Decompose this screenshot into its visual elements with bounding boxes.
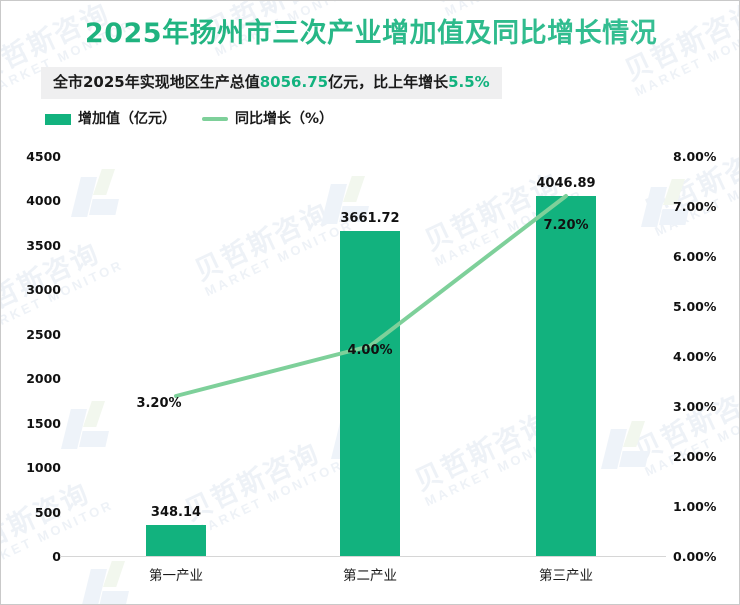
subtitle-growth-value: 5.5% [448,73,490,91]
bar-first-industry[interactable] [146,525,206,556]
chart-subtitle-container: 全市2025年实现地区生产总值8056.75亿元，比上年增长5.5% [41,67,502,99]
subtitle-prefix: 全市2025年实现地区生产总值 [53,73,260,91]
subtitle-middle: 亿元，比上年增长 [328,73,449,91]
legend-line-swatch-icon [202,117,228,121]
y-left-tick: 3000 [26,282,61,297]
y-right-tick: 6.00% [673,249,717,264]
y-left-tick: 4500 [26,149,61,164]
legend-bar-label: 增加值（亿元） [78,111,176,127]
y-left-tick: 0 [52,549,61,564]
y-right-tick: 1.00% [673,499,717,514]
line-value-label: 7.20% [543,218,589,233]
legend-line-label: 同比增长（%） [235,111,334,127]
y-left-tick: 2000 [26,371,61,386]
x-axis-category-label: 第二产业 [343,568,397,584]
bar-second-industry[interactable] [340,231,400,556]
legend-item-line[interactable]: 同比增长（%） [202,111,333,127]
chart-legend: 增加值（亿元） 同比增长（%） [45,111,333,127]
bar-value-label: 4046.89 [536,176,596,191]
y-left-tick: 500 [34,505,61,520]
y-left-tick: 1000 [26,460,61,475]
legend-item-bar[interactable]: 增加值（亿元） [45,111,176,127]
y-left-tick: 4000 [26,193,61,208]
y-left-tick: 2500 [26,327,61,342]
y-right-tick: 8.00% [673,149,717,164]
y-right-tick: 3.00% [673,399,717,414]
x-axis-line [60,556,666,557]
y-right-tick: 4.00% [673,349,717,364]
chart-subtitle: 全市2025年实现地区生产总值8056.75亿元，比上年增长5.5% [41,67,502,99]
chart-title: 2025年扬州市三次产业增加值及同比增长情况 [1,17,739,51]
y-right-tick: 0.00% [673,549,717,564]
y-left-tick: 1500 [26,416,61,431]
bar-value-label: 348.14 [150,505,202,520]
line-value-label: 3.20% [136,396,182,411]
x-axis-category-label: 第一产业 [149,568,203,584]
y-right-tick: 2.00% [673,449,717,464]
y-right-tick: 5.00% [673,299,717,314]
y-left-tick: 3500 [26,238,61,253]
line-value-label: 4.00% [347,343,393,358]
x-axis-category-label: 第三产业 [539,568,593,584]
subtitle-gdp-value: 8056.75 [259,73,329,91]
legend-bar-swatch-icon [45,113,71,125]
growth-line-path [174,194,568,398]
bar-third-industry[interactable] [536,196,596,556]
